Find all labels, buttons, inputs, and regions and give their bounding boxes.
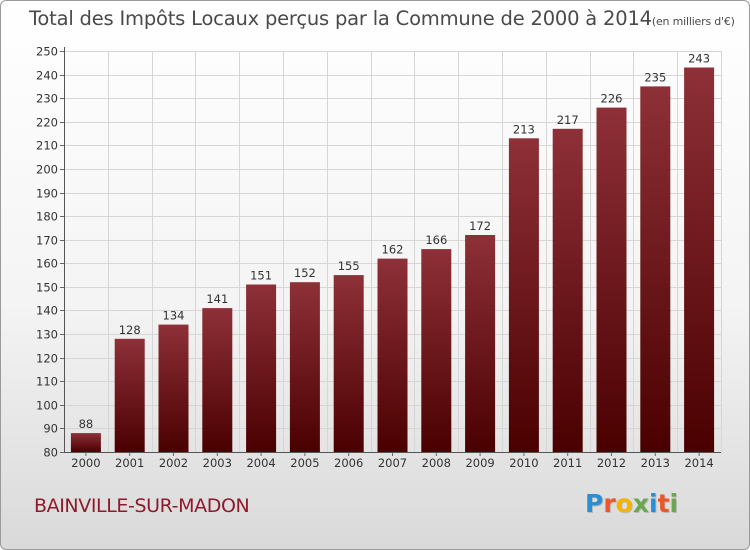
y-tick-label: 210 bbox=[36, 139, 58, 153]
chart-title: Total des Impôts Locaux perçus par la Co… bbox=[29, 7, 735, 30]
bar bbox=[70, 433, 101, 452]
y-tick-label: 250 bbox=[36, 45, 58, 59]
logo-letter: o bbox=[615, 489, 633, 518]
value-label: 162 bbox=[382, 243, 404, 257]
y-tick-label: 90 bbox=[43, 422, 58, 436]
logo-letter: x bbox=[632, 489, 649, 518]
bar bbox=[508, 138, 539, 453]
value-label: 235 bbox=[644, 70, 666, 84]
proxiti-logo[interactable]: Proxiti bbox=[585, 489, 678, 518]
y-tick-label: 190 bbox=[36, 187, 58, 201]
y-tick-label: 180 bbox=[36, 210, 58, 224]
x-tick-label: 2008 bbox=[422, 456, 451, 470]
value-label: 134 bbox=[163, 309, 185, 323]
y-tick-label: 200 bbox=[36, 163, 58, 177]
value-label: 166 bbox=[425, 233, 447, 247]
y-tick-label: 150 bbox=[36, 281, 58, 295]
x-tick-label: 2006 bbox=[334, 456, 363, 470]
axes bbox=[60, 47, 721, 456]
y-tick-label: 240 bbox=[36, 69, 58, 83]
y-tick-label: 100 bbox=[36, 399, 58, 413]
bar bbox=[246, 284, 277, 452]
value-label: 217 bbox=[557, 113, 579, 127]
y-tick-label: 170 bbox=[36, 234, 58, 248]
bar bbox=[289, 282, 320, 452]
value-label: 213 bbox=[513, 122, 535, 136]
y-tick-label: 140 bbox=[36, 304, 58, 318]
labels: 80 90 100 110 120 130 140 150 160 170 180 190 200 210… bbox=[36, 45, 714, 471]
x-tick-label: 2007 bbox=[378, 456, 407, 470]
bar bbox=[684, 67, 715, 452]
bar bbox=[552, 128, 583, 453]
y-tick-label: 130 bbox=[36, 328, 58, 342]
y-tick-label: 110 bbox=[36, 375, 58, 389]
bar bbox=[377, 258, 408, 452]
x-tick-label: 2013 bbox=[641, 456, 670, 470]
x-tick-label: 2009 bbox=[465, 456, 494, 470]
x-tick-label: 2000 bbox=[71, 456, 100, 470]
bar bbox=[114, 338, 145, 452]
logo-letter: r bbox=[603, 489, 616, 518]
logo-letter: i bbox=[649, 489, 658, 518]
chart-title-main: Total des Impôts Locaux perçus par la Co… bbox=[29, 7, 652, 30]
bar bbox=[202, 308, 233, 452]
y-tick-label: 80 bbox=[43, 446, 58, 460]
y-tick-label: 120 bbox=[36, 352, 58, 366]
value-label: 155 bbox=[338, 259, 360, 273]
bar bbox=[158, 324, 189, 452]
logo-letter: i bbox=[669, 489, 679, 518]
value-label: 151 bbox=[250, 269, 272, 283]
x-tick-label: 2012 bbox=[597, 456, 626, 470]
x-tick-label: 2010 bbox=[509, 456, 538, 470]
value-label: 152 bbox=[294, 266, 316, 280]
logo-letter: t bbox=[657, 489, 670, 518]
value-label: 128 bbox=[119, 323, 141, 337]
x-tick-label: 2004 bbox=[246, 456, 275, 470]
value-label: 226 bbox=[601, 92, 623, 106]
value-label: 88 bbox=[79, 417, 94, 431]
bar bbox=[640, 86, 671, 453]
bar bbox=[465, 235, 496, 452]
bar bbox=[333, 275, 364, 452]
value-label: 141 bbox=[206, 292, 228, 306]
chart-title-unit: (en milliers d'€) bbox=[651, 15, 735, 28]
bar bbox=[421, 249, 452, 452]
bar bbox=[596, 107, 627, 452]
value-label: 243 bbox=[688, 52, 710, 66]
y-tick-label: 220 bbox=[36, 116, 58, 130]
y-tick-label: 230 bbox=[36, 92, 58, 106]
y-tick-label: 160 bbox=[36, 257, 58, 271]
x-tick-label: 2001 bbox=[115, 456, 144, 470]
x-tick-label: 2014 bbox=[684, 456, 713, 470]
commune-name: BAINVILLE-SUR-MADON bbox=[34, 495, 250, 517]
x-tick-label: 2003 bbox=[203, 456, 232, 470]
x-tick-label: 2002 bbox=[159, 456, 188, 470]
logo-letter: P bbox=[585, 489, 604, 518]
value-label: 172 bbox=[469, 219, 491, 233]
bars bbox=[70, 67, 715, 453]
x-tick-label: 2011 bbox=[553, 456, 582, 470]
x-tick-label: 2005 bbox=[290, 456, 319, 470]
